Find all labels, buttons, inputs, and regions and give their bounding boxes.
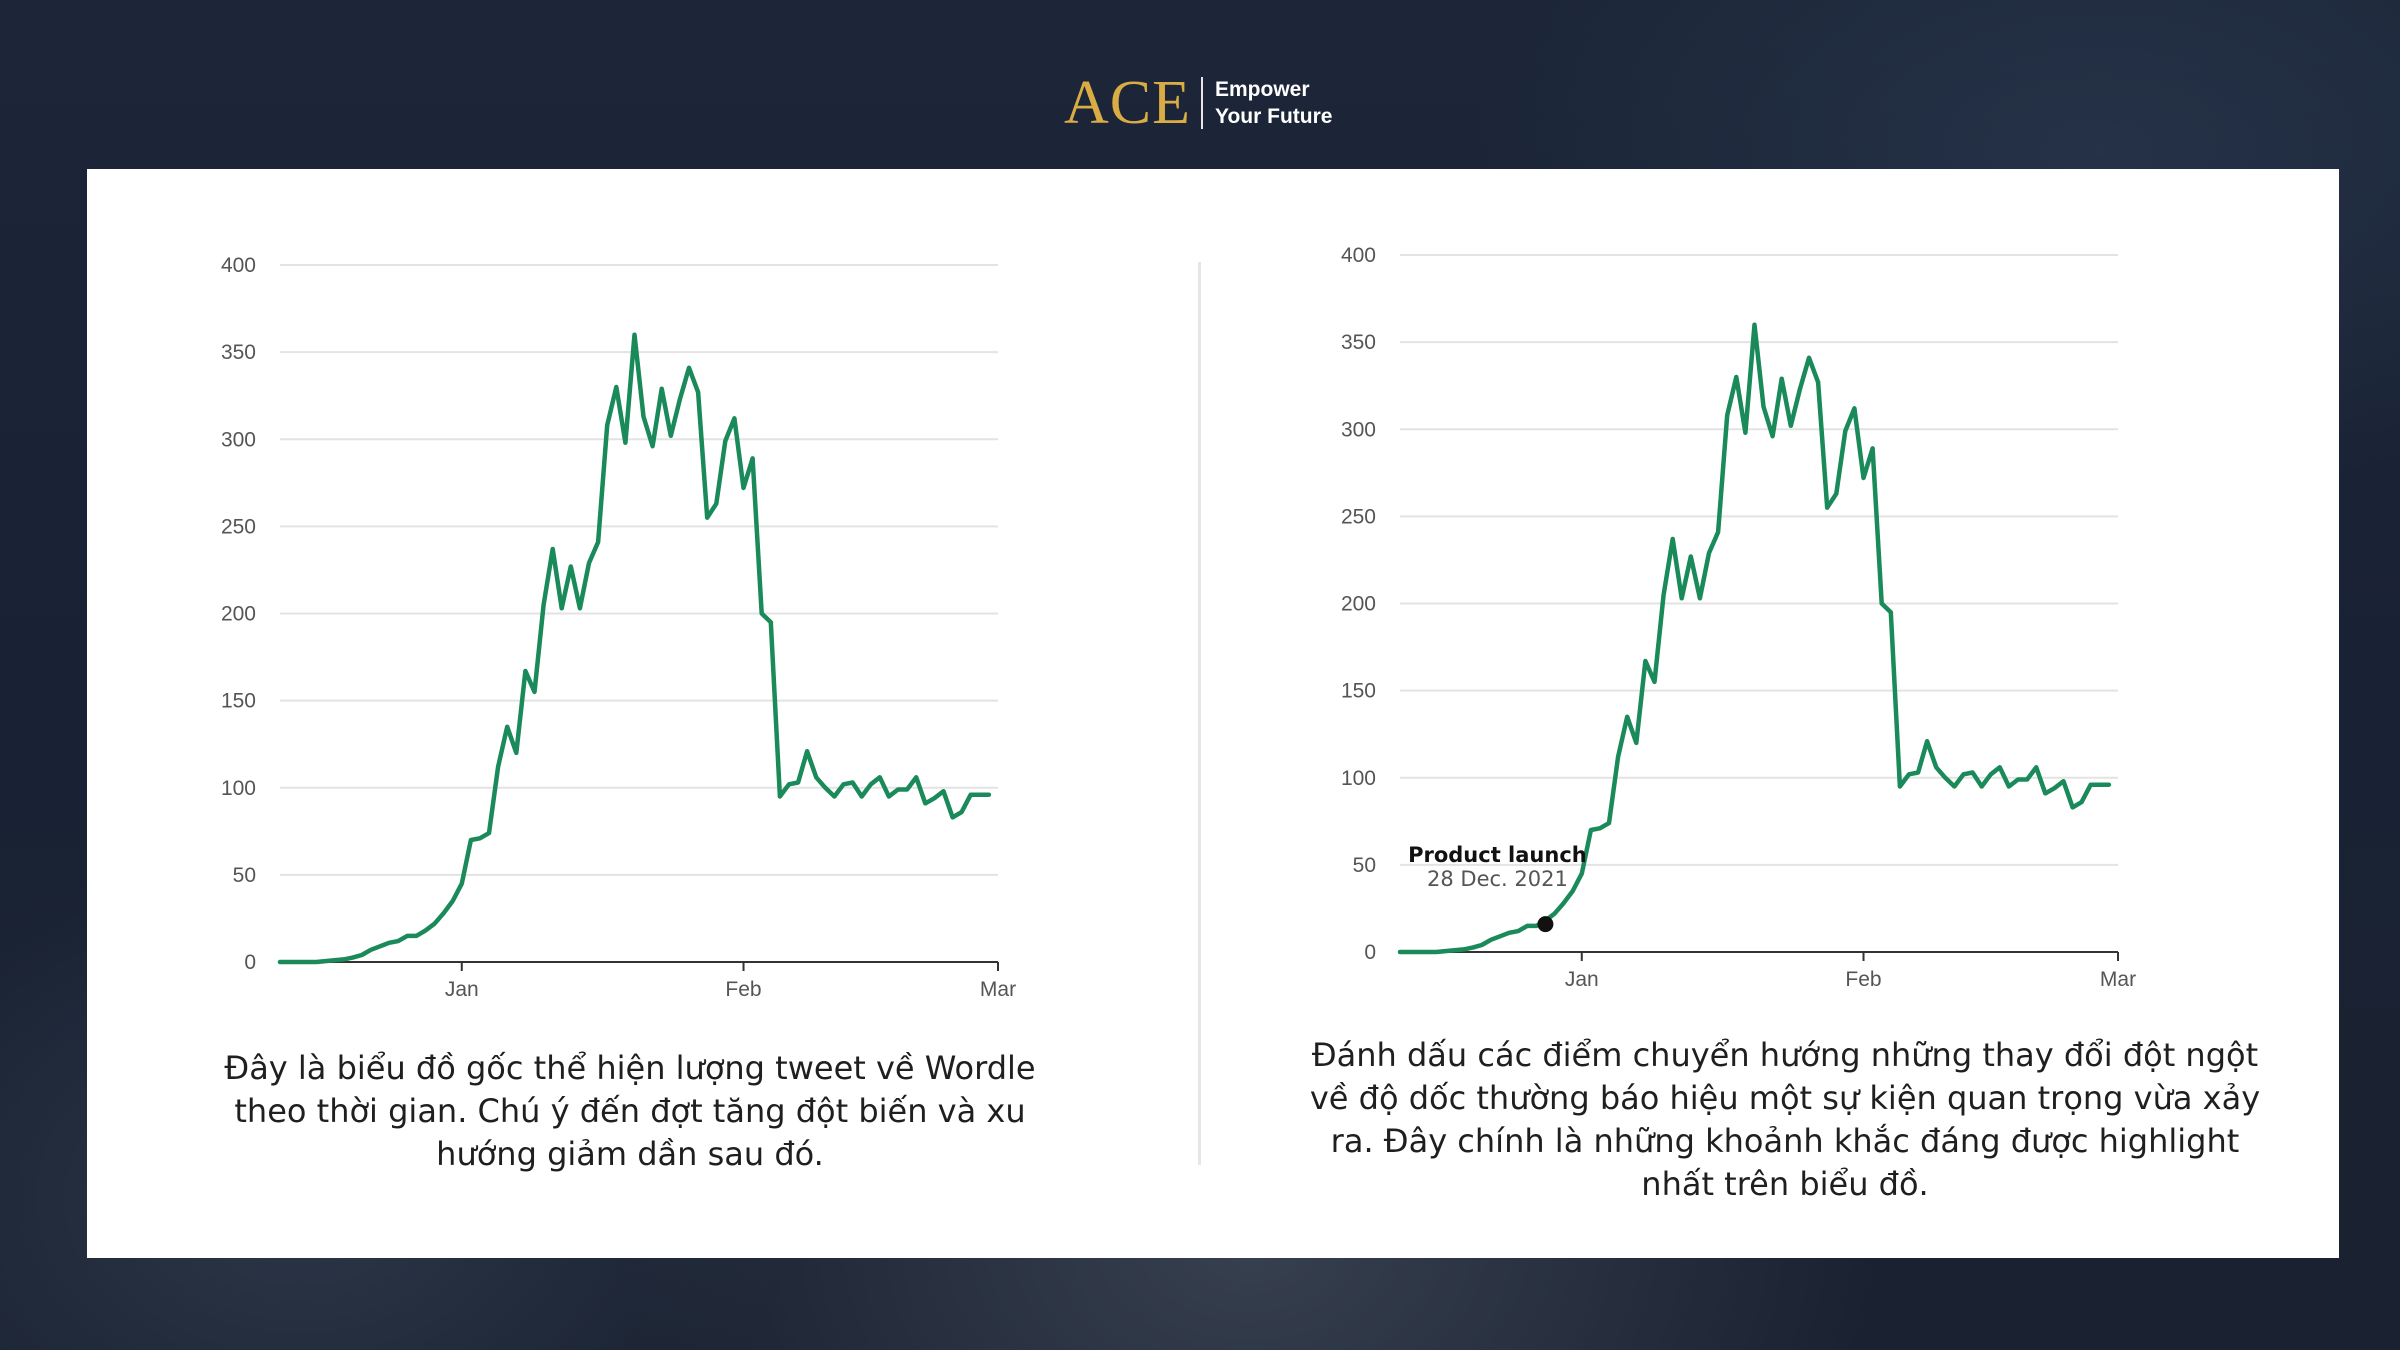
x-tick-label: Jan — [445, 978, 479, 1001]
y-tick-label: 200 — [221, 603, 256, 626]
y-tick-label: 350 — [1341, 331, 1376, 354]
x-tick-label: Feb — [725, 978, 761, 1001]
logo-tagline-line2: Your Future — [1215, 105, 1333, 128]
y-tick-label: 150 — [221, 690, 256, 713]
y-tick-label: 0 — [1364, 941, 1376, 964]
y-tick-label: 200 — [1341, 593, 1376, 616]
series-line — [1397, 322, 2112, 955]
y-tick-label: 350 — [221, 341, 256, 364]
series-line — [277, 332, 992, 965]
caption-left: Đây là biểu đồ gốc thể hiện lượng tweet … — [224, 1049, 1036, 1173]
y-tick-label: 250 — [221, 515, 256, 538]
brand-logo: ACE Empower Your Future — [1064, 68, 1332, 138]
y-tick-label: 50 — [233, 864, 256, 887]
x-tick-label: Mar — [980, 978, 1016, 1001]
logo-wordmark: ACE — [1064, 69, 1191, 137]
y-tick-label: 150 — [1341, 680, 1376, 703]
panel-divider — [1198, 262, 1201, 1165]
caption-right: Đánh dấu các điểm chuyển hướng những tha… — [1309, 1036, 2261, 1203]
x-tick-label: Jan — [1565, 968, 1599, 991]
x-tick-label: Mar — [2100, 968, 2136, 991]
logo-tagline: Empower Your Future — [1215, 76, 1332, 130]
y-tick-label: 50 — [1353, 854, 1376, 877]
y-tick-label: 400 — [221, 254, 256, 277]
annotation-title: Product launch — [1408, 843, 1587, 867]
y-tick-label: 100 — [221, 777, 256, 800]
chart-annotated: 0 50 100 150 200 250 300 350 400 Jan Feb Mar Product… — [1341, 244, 2136, 991]
x-tick-label: Feb — [1845, 968, 1881, 991]
y-tick-label: 250 — [1341, 505, 1376, 528]
y-tick-label: 400 — [1341, 244, 1376, 267]
y-tick-label: 100 — [1341, 767, 1376, 790]
logo-divider — [1201, 77, 1203, 129]
annotation-marker — [1537, 916, 1554, 933]
content-card — [87, 169, 2339, 1258]
logo-tagline-line1: Empower — [1215, 78, 1310, 101]
y-tick-label: 300 — [221, 428, 256, 451]
chart-original: 0 50 100 150 200 250 300 350 400 Jan Feb Mar — [221, 254, 1016, 1001]
y-tick-label: 0 — [244, 951, 256, 974]
y-tick-label: 300 — [1341, 418, 1376, 441]
annotation-date: 28 Dec. 2021 — [1427, 867, 1568, 891]
